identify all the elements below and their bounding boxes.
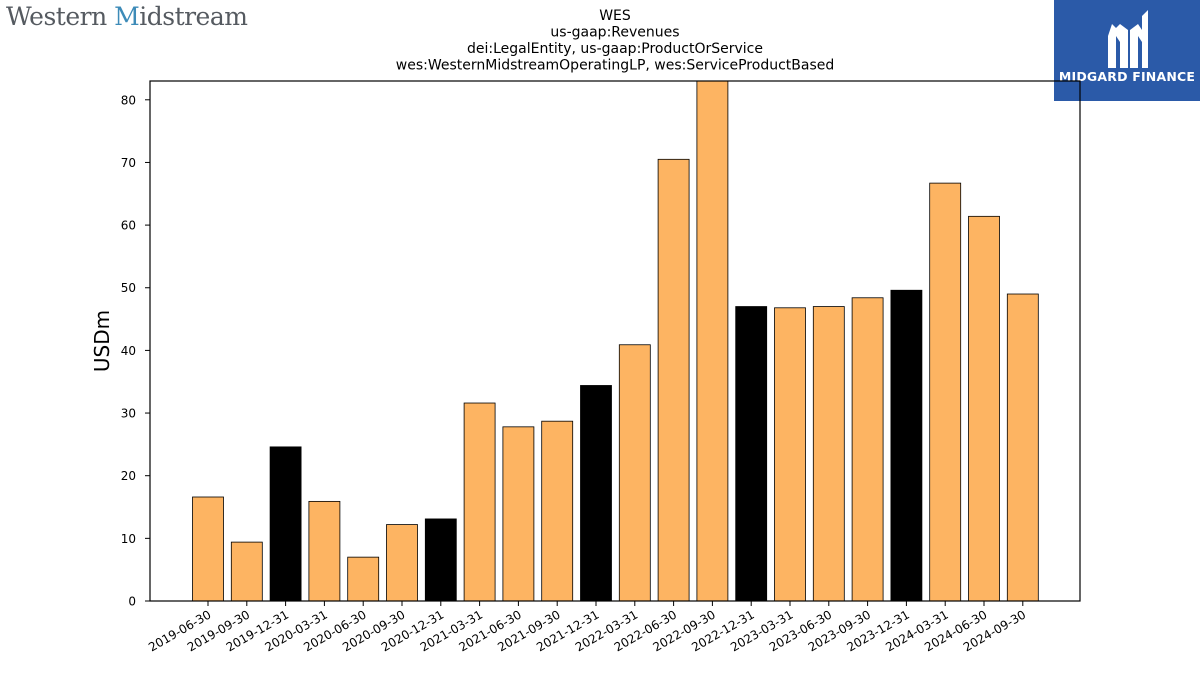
- bar-2021-03-31: [463, 402, 496, 602]
- bar-2021-09-30: [541, 420, 574, 602]
- y-tick-label-20: 20: [121, 469, 136, 483]
- bar-2021-06-30: [502, 426, 535, 602]
- midgard-finance-text: MIDGARD FINANCE: [1058, 69, 1196, 84]
- bar-2022-09-30: [696, 80, 729, 602]
- bar-2024-09-30: [1006, 293, 1039, 602]
- y-axis: 0 10 20 30 40 50 60 70 80: [121, 93, 150, 609]
- bar-2023-06-30: [812, 306, 845, 602]
- bar-2020-06-30: [347, 556, 380, 602]
- bar-2023-09-30: [851, 297, 884, 602]
- bars-group: [192, 80, 1039, 602]
- y-axis-label: USDm: [90, 310, 114, 372]
- y-tick-label-80: 80: [121, 93, 136, 107]
- western-midstream-logo: Western Midstream: [6, 2, 248, 31]
- title-line-3: dei:LegalEntity, us-gaap:ProductOrServic…: [467, 41, 763, 57]
- y-tick-label-40: 40: [121, 344, 136, 358]
- y-tick-label-30: 30: [121, 407, 136, 421]
- bar-2022-03-31: [618, 344, 651, 602]
- midgard-finance-logo: MIDGARD FINANCE: [1054, 0, 1200, 101]
- y-tick-label-60: 60: [121, 219, 136, 233]
- title-line-1: WES: [599, 8, 631, 24]
- bar-2019-09-30: [230, 541, 263, 602]
- y-tick-label-70: 70: [121, 156, 136, 170]
- bar-2019-12-31: [269, 446, 302, 602]
- title-line-4: wes:WesternMidstreamOperatingLP, wes:Ser…: [396, 58, 835, 74]
- x-axis: 2019-06-302019-09-302019-12-312020-03-31…: [146, 601, 1028, 654]
- bar-2020-03-31: [308, 500, 341, 602]
- plot-frame: [149, 80, 1081, 602]
- y-tick-label-10: 10: [121, 532, 136, 546]
- bar-2022-12-31: [735, 306, 768, 602]
- y-tick-label-50: 50: [121, 281, 136, 295]
- bar-2024-06-30: [968, 215, 1000, 602]
- bar-2020-09-30: [386, 524, 418, 602]
- bar-2023-03-31: [774, 307, 806, 602]
- bar-2019-06-30: [192, 496, 224, 602]
- midgard-logo-icon: [1108, 10, 1148, 68]
- y-tick-label-0: 0: [128, 595, 136, 609]
- title-line-2: us-gaap:Revenues: [550, 25, 679, 41]
- bar-2022-06-30: [657, 158, 690, 602]
- bar-2021-12-31: [580, 385, 612, 602]
- bar-2020-12-31: [424, 518, 457, 602]
- bar-2024-03-31: [929, 182, 962, 602]
- bar-2023-12-31: [890, 289, 923, 602]
